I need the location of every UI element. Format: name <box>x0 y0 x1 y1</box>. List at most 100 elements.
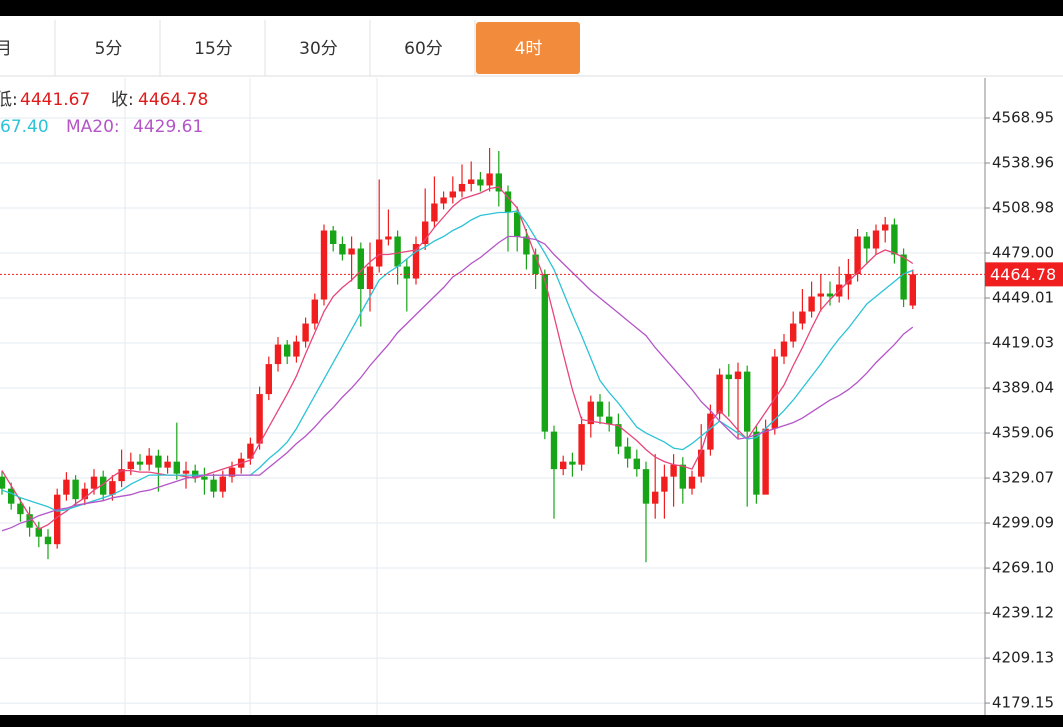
candle-body <box>817 293 824 297</box>
candle-body <box>394 236 401 267</box>
candle-body <box>219 476 226 492</box>
y-tick-label: 4419.03 <box>992 334 1054 352</box>
candle-body <box>311 299 318 324</box>
candle-body <box>606 416 613 425</box>
candle-body <box>348 248 355 255</box>
candle-body <box>596 401 604 417</box>
candle-body <box>762 428 769 495</box>
tab-label[interactable]: 30分 <box>299 39 338 59</box>
candle-body <box>320 230 328 300</box>
candle-body <box>192 470 199 477</box>
candle-body <box>136 461 144 465</box>
candle-body <box>127 461 134 470</box>
y-tick-label: 4329.07 <box>992 469 1054 487</box>
last-price-label: 4464.78 <box>990 265 1056 284</box>
candle-body <box>385 236 392 240</box>
ma20-value: 4429.61 <box>133 117 203 137</box>
y-tick-label: 4449.01 <box>992 289 1054 307</box>
candle-body <box>210 479 217 492</box>
candle-body <box>780 341 788 357</box>
low-value: 4441.67 <box>20 90 90 110</box>
tab-label[interactable]: 5分 <box>95 39 123 59</box>
candle-body <box>688 476 696 489</box>
candle-body <box>744 371 751 432</box>
candle-body <box>854 236 861 275</box>
tab-label[interactable]: 月 <box>0 39 12 59</box>
tab[interactable]: 60分 <box>404 20 476 76</box>
tab[interactable]: 5分 <box>95 20 161 76</box>
candle-body <box>247 443 254 459</box>
candle-body <box>146 455 153 465</box>
candle-body <box>164 461 171 468</box>
candle-body <box>504 191 512 213</box>
candle-body <box>330 230 337 245</box>
tab[interactable]: 30分 <box>299 20 371 76</box>
candle-body <box>81 488 88 500</box>
candle-body <box>109 481 116 495</box>
candle-body <box>422 221 429 245</box>
candle-body <box>872 230 880 249</box>
candle-body <box>882 224 889 231</box>
candle-body <box>578 424 585 465</box>
candle-body <box>35 527 42 537</box>
candle-body <box>228 467 236 477</box>
close-label: 收: <box>111 90 134 110</box>
candle-body <box>431 203 438 222</box>
candle-body <box>293 341 300 357</box>
tab[interactable]: 月 <box>0 20 56 76</box>
tab-label[interactable]: 15分 <box>194 39 233 59</box>
candle-body <box>339 244 346 255</box>
candle-body <box>256 394 263 444</box>
ma-line <box>1 186 914 531</box>
tab-label[interactable]: 4时 <box>515 39 543 59</box>
top-bar <box>0 0 1063 16</box>
tabs: 月 5分 15分 30分 60分 4时 <box>0 20 580 76</box>
candle-body <box>412 244 420 279</box>
plot <box>0 78 985 715</box>
candle-body <box>826 293 834 297</box>
candle-body <box>532 254 539 275</box>
candle-body <box>560 461 567 470</box>
candle-body <box>587 401 594 425</box>
candle-body <box>182 470 190 474</box>
candle-body <box>54 494 61 545</box>
low-label: 低: <box>0 90 18 110</box>
candle-body <box>716 374 723 414</box>
candle-body <box>900 254 907 300</box>
candle-body <box>891 224 898 255</box>
y-tick-label: 4179.15 <box>992 694 1054 712</box>
bottom-bar <box>0 715 1063 727</box>
tab[interactable]: 15分 <box>194 20 266 76</box>
candle-body <box>90 476 98 489</box>
candle-body <box>569 461 576 465</box>
candle-body <box>302 323 309 342</box>
tab-active-bg[interactable] <box>476 22 580 74</box>
candle-body <box>698 449 705 477</box>
candle-body <box>753 431 760 495</box>
tab-label[interactable]: 60分 <box>404 39 443 59</box>
candle-body <box>808 296 815 312</box>
candle-body <box>284 344 291 357</box>
candle-body <box>26 514 33 528</box>
candle-body <box>642 469 650 504</box>
tab[interactable]: 4时 <box>476 22 580 74</box>
candle-body <box>449 191 456 198</box>
candle-body <box>274 344 282 365</box>
candle-body <box>8 488 15 504</box>
candle-body <box>477 179 484 186</box>
candle-body <box>679 464 686 489</box>
candle-body <box>909 274 916 306</box>
candle-body <box>523 236 530 255</box>
ma20-label: MA20: <box>66 117 120 137</box>
candle-body <box>652 491 659 504</box>
candle-body <box>799 311 806 324</box>
y-tick-label: 4508.98 <box>992 199 1054 217</box>
y-tick-label: 4359.06 <box>992 424 1054 442</box>
candle-body <box>707 413 714 450</box>
candle-body <box>458 183 466 192</box>
y-tick-label: 4239.12 <box>992 604 1054 622</box>
y-tick-label: 4299.09 <box>992 514 1054 532</box>
y-tick-label: 4568.95 <box>992 109 1054 127</box>
candle-body <box>44 536 52 545</box>
